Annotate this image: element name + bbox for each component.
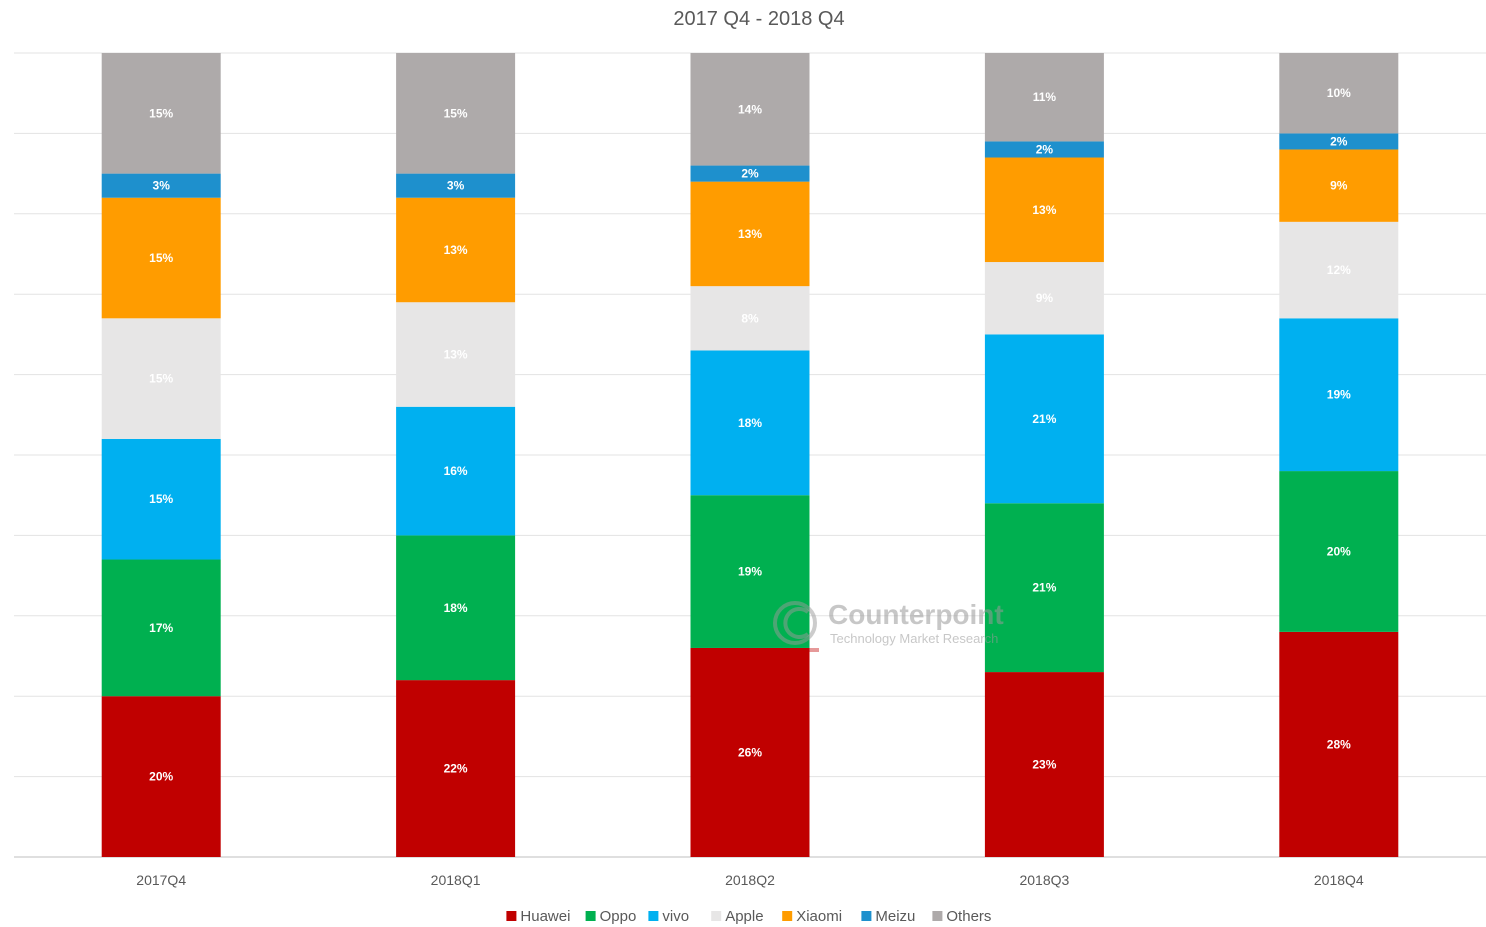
bar-segment-others	[1279, 53, 1399, 134]
data-label: 15%	[444, 106, 468, 120]
legend-swatch-huawei	[506, 911, 517, 921]
bar-segment-apple	[1279, 221, 1399, 319]
category-label: 2018Q2	[725, 872, 775, 888]
data-label: 14%	[738, 102, 762, 116]
legend: Huawei Oppo vivo Apple Xiaomi Meizu Others	[506, 908, 991, 925]
data-label: 9%	[1036, 291, 1054, 305]
data-label: 19%	[738, 565, 762, 579]
bar-segment-xiaomi	[690, 181, 810, 287]
data-label: 20%	[1327, 544, 1351, 558]
bars: 20% 17% 15% 15% 15% 3% 15% 22% 18% 16% 13% 13% 3% 15%…	[101, 53, 1399, 857]
data-label: 17%	[149, 621, 173, 635]
legend-label: Xiaomi	[796, 908, 842, 925]
data-label: 21%	[1032, 412, 1056, 426]
data-label: 3%	[153, 179, 171, 193]
legend-swatch-others	[932, 911, 943, 921]
bar-segment-others	[396, 53, 516, 174]
bar-segment-meizu	[396, 173, 516, 198]
category-label: 2018Q3	[1019, 872, 1069, 888]
category-label: 2018Q4	[1314, 872, 1364, 888]
data-label: 28%	[1327, 737, 1351, 751]
data-label: 13%	[738, 227, 762, 241]
bar-segment-huawei	[690, 647, 810, 857]
bar-segment-huawei	[984, 672, 1104, 857]
legend-label: Meizu	[875, 908, 915, 925]
data-label: 13%	[444, 348, 468, 362]
bar-segment-huawei	[396, 680, 516, 857]
bar-segment-vivo	[396, 406, 516, 536]
data-label: 2%	[1330, 134, 1348, 148]
bar-segment-xiaomi	[984, 157, 1104, 263]
bar-segment-apple	[101, 318, 221, 439]
legend-swatch-meizu	[861, 911, 872, 921]
legend-swatch-xiaomi	[782, 911, 793, 921]
bar-segment-oppo	[101, 559, 221, 697]
data-label: 18%	[738, 416, 762, 430]
bar-segment-vivo	[690, 350, 810, 496]
legend-label: Apple	[725, 908, 763, 925]
bar-segment-others	[690, 53, 810, 166]
legend-label: Others	[946, 908, 991, 925]
data-label: 23%	[1032, 758, 1056, 772]
legend-label: Oppo	[600, 908, 637, 925]
data-label: 2%	[741, 167, 759, 181]
watermark-tagline: Technology Market Research	[830, 631, 998, 646]
legend-swatch-apple	[711, 911, 722, 921]
bar-segment-apple	[690, 286, 810, 351]
bar-segment-apple	[984, 262, 1104, 335]
data-label: 15%	[149, 372, 173, 386]
bar-segment-meizu	[101, 173, 221, 198]
data-label: 16%	[444, 464, 468, 478]
bar-segment-vivo	[984, 334, 1104, 504]
data-label: 26%	[738, 745, 762, 759]
data-label: 2%	[1036, 142, 1054, 156]
data-label: 12%	[1327, 263, 1351, 277]
bar-segment-oppo	[396, 535, 516, 681]
data-label: 22%	[444, 762, 468, 776]
chart-title: 2017 Q4 - 2018 Q4	[673, 8, 844, 30]
watermark-name: Counterpoint	[828, 599, 1004, 630]
legend-label: Huawei	[520, 908, 570, 925]
legend-label: vivo	[662, 908, 689, 925]
data-label: 18%	[444, 601, 468, 615]
bar-segment-xiaomi	[101, 197, 221, 319]
data-label: 15%	[149, 492, 173, 506]
bar-segment-apple	[396, 302, 516, 407]
bar-segment-meizu	[1279, 133, 1399, 150]
category-axis: 2017Q4 2018Q1 2018Q2 2018Q3 2018Q4	[136, 872, 1364, 888]
bar-segment-oppo	[984, 503, 1104, 673]
bar-segment-xiaomi	[1279, 149, 1399, 222]
data-label: 20%	[149, 770, 173, 784]
bar-segment-meizu	[984, 141, 1104, 158]
data-label: 3%	[447, 179, 465, 193]
bar-segment-others	[984, 53, 1104, 142]
bar-segment-meizu	[690, 165, 810, 182]
legend-swatch-oppo	[585, 911, 596, 921]
data-label: 11%	[1033, 90, 1057, 104]
data-label: 13%	[444, 243, 468, 257]
bar-segment-huawei	[1279, 631, 1399, 857]
bar-segment-others	[101, 53, 221, 174]
data-label: 15%	[149, 251, 173, 265]
data-label: 13%	[1032, 203, 1056, 217]
bar-segment-oppo	[690, 495, 810, 648]
data-label: 21%	[1032, 581, 1056, 595]
bar-segment-xiaomi	[396, 197, 516, 303]
bar-segment-vivo	[1279, 318, 1399, 472]
data-label: 15%	[149, 106, 173, 120]
watermark: Counterpoint Technology Market Research	[771, 599, 1004, 652]
data-label: 19%	[1327, 388, 1351, 402]
data-label: 9%	[1330, 179, 1348, 193]
bar-segment-oppo	[1279, 471, 1399, 632]
watermark-logo	[771, 601, 819, 652]
category-label: 2018Q1	[431, 872, 481, 888]
bar-segment-huawei	[101, 696, 221, 857]
legend-swatch-vivo	[648, 911, 659, 921]
category-label: 2017Q4	[136, 872, 186, 888]
data-label: 8%	[741, 311, 759, 325]
data-label: 10%	[1327, 86, 1351, 100]
bar-segment-vivo	[101, 438, 221, 560]
